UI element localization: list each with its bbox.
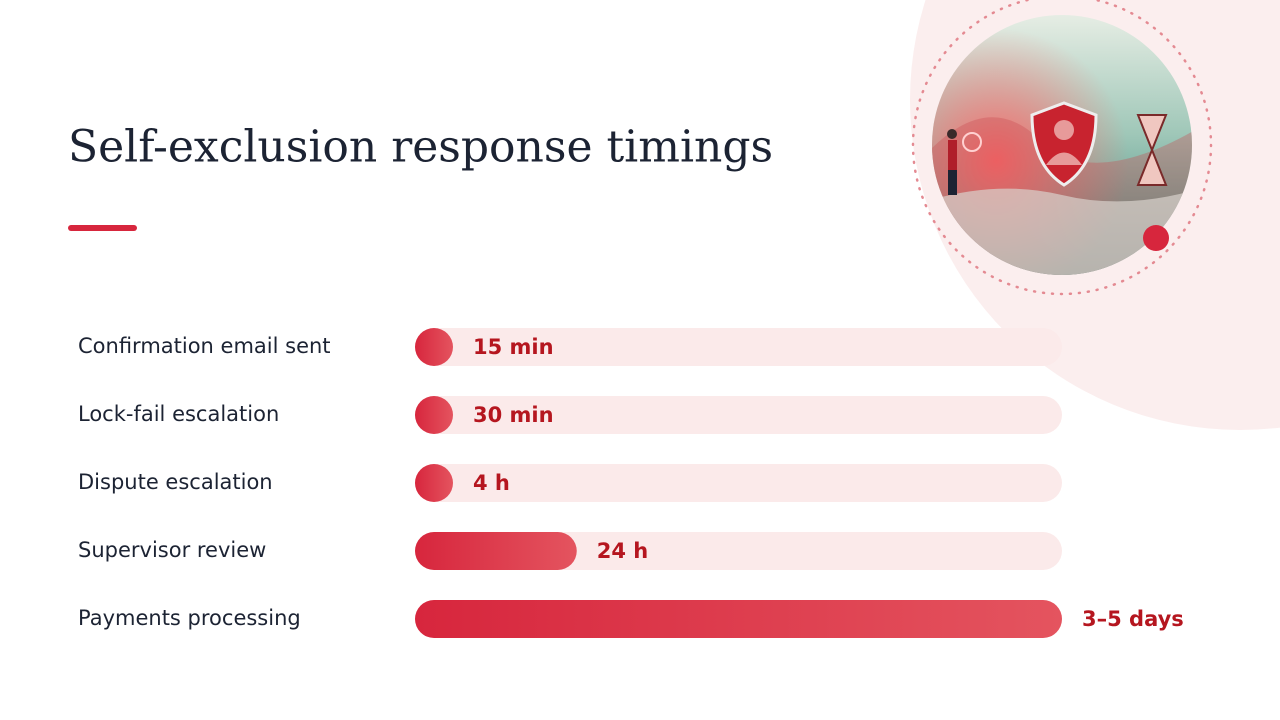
bar-track (415, 532, 1062, 570)
bar (415, 464, 453, 502)
bar-track (415, 328, 1062, 366)
bar-rows: Confirmation email sent 15 min Lock-fail e… (78, 328, 1184, 638)
bar (415, 600, 1062, 638)
accent-dot (1143, 225, 1169, 251)
bar (415, 396, 453, 434)
category-label: Supervisor review (78, 538, 266, 562)
category-label: Payments processing (78, 606, 301, 630)
value-label: 15 min (473, 335, 554, 359)
category-label: Confirmation email sent (78, 334, 331, 358)
category-label: Lock-fail escalation (78, 402, 279, 426)
bar (415, 532, 577, 570)
value-label: 3–5 days (1082, 607, 1184, 631)
value-label: 4 h (473, 471, 510, 495)
bar-track (415, 396, 1062, 434)
dotted-ring (911, 0, 1213, 296)
title-underline (68, 225, 137, 231)
value-label: 30 min (473, 403, 554, 427)
category-label: Dispute escalation (78, 470, 273, 494)
bar (415, 328, 453, 366)
value-label: 24 h (597, 539, 649, 563)
bar-track (415, 464, 1062, 502)
chart-title: Self-exclusion response timings (68, 122, 773, 173)
